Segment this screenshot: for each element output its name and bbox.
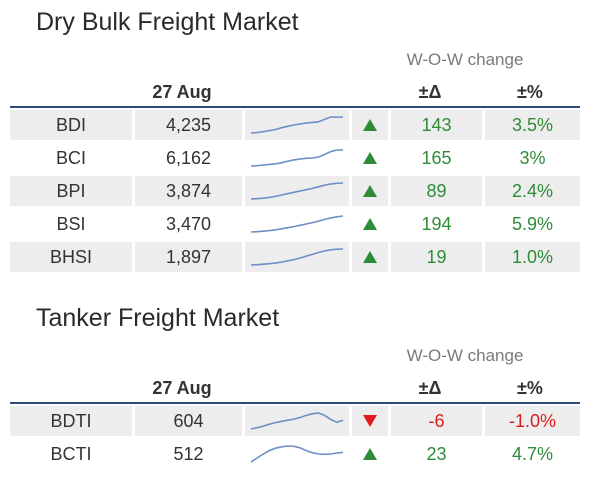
sparkline-line [250, 248, 344, 266]
index-value: 4,235 [135, 110, 242, 140]
triangle-up-icon [352, 110, 388, 140]
index-value: 512 [173, 444, 204, 464]
pct-change: -1.0% [485, 406, 580, 436]
tanker-title: Tanker Freight Market [36, 304, 280, 332]
sparkline-chart [250, 445, 344, 463]
index-value: 3,874 [135, 176, 242, 206]
tanker-date-header: 27 Aug [152, 378, 212, 398]
sparkline-chart [250, 215, 344, 233]
pct-change: 2.4% [485, 176, 580, 206]
sparkline-line [250, 412, 344, 430]
sparkline-line [250, 116, 344, 134]
sparkline-chart [250, 149, 343, 167]
delta-value: 143 [391, 110, 482, 140]
tanker-wow-label: W-O-W change [406, 346, 524, 365]
pct-change: 4.7% [511, 444, 554, 464]
tanker-pct-header: ±% [517, 378, 543, 398]
dry-bulk-title: Dry Bulk Freight Market [36, 8, 299, 36]
delta-value: 19 [391, 242, 482, 272]
table-row: BDTI 604 -6 -1.0% [10, 406, 580, 436]
arrow-up-icon [363, 119, 377, 132]
arrow-up-icon [363, 251, 377, 264]
pct-change: 3.5% [485, 110, 580, 140]
delta-value: 23 [426, 444, 447, 464]
index-name: BHSI [10, 242, 132, 272]
tanker-header-rule [10, 402, 580, 404]
dry-date-header: 27 Aug [152, 82, 212, 102]
index-value: 604 [135, 406, 242, 436]
index-name: BDTI [10, 406, 132, 436]
index-value: 6,162 [165, 148, 212, 168]
tanker-table: BDTI 604 -6 -1.0% BCTI 512 23 4.7% [10, 406, 580, 472]
dry-table: BDI 4,235 143 3.5% BCI 6,162 165 3% BPI 3,874 89 2.… [10, 110, 580, 275]
index-value: 3,470 [165, 214, 212, 234]
pct-change: 5.9% [511, 214, 554, 234]
sparkline-line [250, 149, 343, 167]
arrow-up-icon [363, 448, 377, 461]
sparkline-chart [250, 116, 344, 134]
delta-value: 165 [421, 148, 452, 168]
table-row: BHSI 1,897 19 1.0% [10, 242, 580, 272]
sparkline-chart [250, 182, 344, 200]
table-row: BCI 6,162 165 3% [10, 143, 580, 173]
triangle-up-icon [352, 176, 388, 206]
sparkline-line [250, 215, 344, 233]
dry-pct-header: ±% [517, 82, 543, 102]
table-row: BSI 3,470 194 5.9% [10, 209, 580, 239]
triangle-up-icon [352, 439, 388, 469]
sparkline [245, 209, 349, 239]
dry-wow-label: W-O-W change [406, 50, 524, 69]
dry-header-rule [10, 106, 580, 108]
index-name: BSI [56, 214, 86, 234]
delta-value: 89 [391, 176, 482, 206]
sparkline [245, 439, 349, 469]
sparkline-chart [250, 248, 344, 266]
triangle-up-icon [352, 143, 388, 173]
index-name: BDI [10, 110, 132, 140]
dry-delta-header: ±Δ [418, 82, 442, 102]
triangle-up-icon [352, 242, 388, 272]
sparkline [245, 143, 349, 173]
index-value: 1,897 [135, 242, 242, 272]
tanker-delta-header: ±Δ [418, 378, 442, 398]
sparkline-line [250, 445, 344, 463]
sparkline-line [250, 182, 344, 200]
sparkline-chart [250, 412, 344, 430]
index-name: BCI [55, 148, 86, 168]
sparkline [245, 406, 349, 436]
index-name: BPI [10, 176, 132, 206]
sparkline [245, 242, 349, 272]
arrow-down-icon [363, 415, 377, 428]
table-row: BDI 4,235 143 3.5% [10, 110, 580, 140]
triangle-up-icon [352, 209, 388, 239]
sparkline [245, 110, 349, 140]
delta-value: -6 [391, 406, 482, 436]
pct-change: 1.0% [485, 242, 580, 272]
index-name: BCTI [50, 444, 92, 464]
sparkline [245, 176, 349, 206]
arrow-up-icon [363, 152, 377, 165]
table-row: BPI 3,874 89 2.4% [10, 176, 580, 206]
delta-value: 194 [421, 214, 452, 234]
pct-change: 3% [519, 148, 546, 168]
table-row: BCTI 512 23 4.7% [10, 439, 580, 469]
arrow-up-icon [363, 185, 377, 198]
arrow-up-icon [363, 218, 377, 231]
triangle-down-icon [352, 406, 388, 436]
